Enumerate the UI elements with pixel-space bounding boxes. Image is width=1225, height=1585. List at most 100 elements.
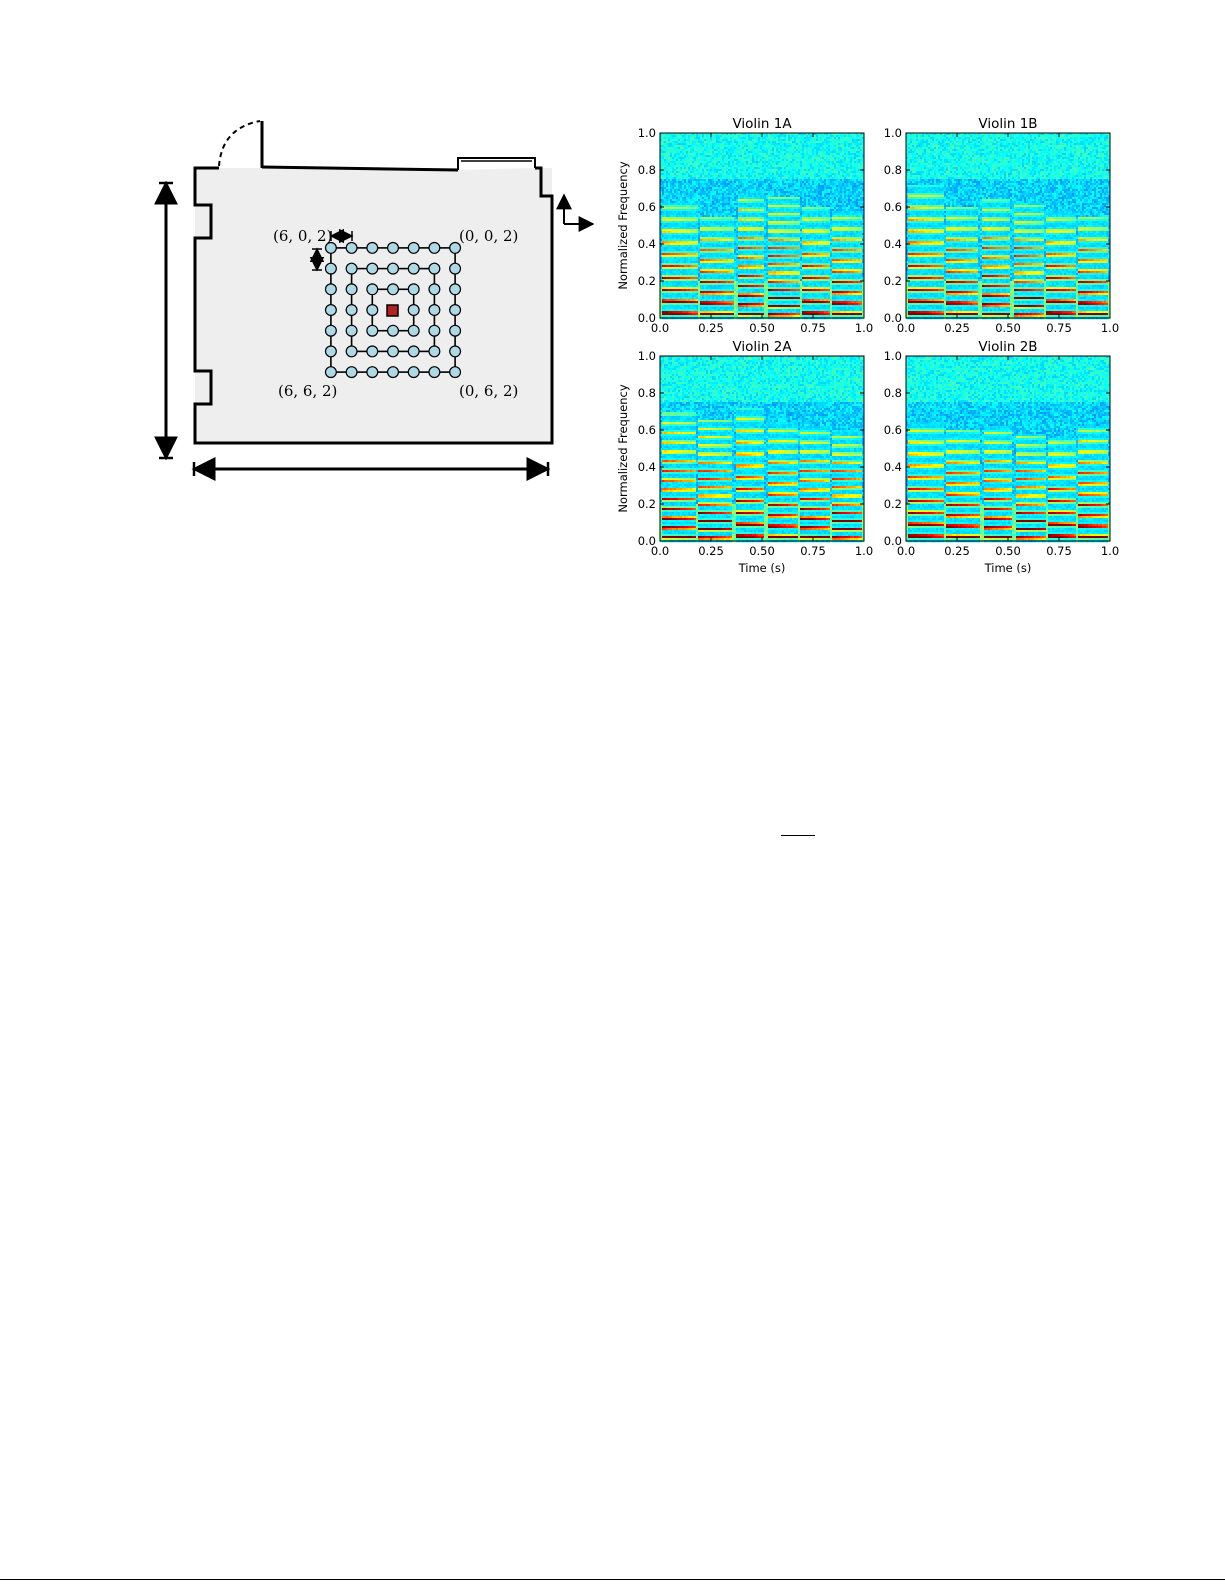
spectrogram-cell [754, 241, 756, 243]
spectrogram-cell [706, 277, 708, 279]
spectrogram-cell [722, 145, 724, 147]
spectrogram-cell [718, 167, 720, 169]
spectrogram-cell [662, 313, 664, 315]
spectrogram-cell [700, 171, 702, 173]
spectrogram-cell [698, 209, 700, 211]
spectrogram-cell [712, 211, 714, 213]
spectrogram-cell [722, 151, 724, 153]
spectrogram-cell [670, 147, 672, 149]
spectrogram-cell [684, 183, 686, 185]
spectrogram-cell [674, 169, 676, 171]
spectrogram-cell [734, 165, 736, 167]
spectrogram-cell [698, 233, 700, 235]
spectrogram-cell [684, 291, 686, 293]
spectrogram-cell [694, 271, 696, 273]
spectrogram-cell [722, 211, 724, 213]
spectrogram-cell [754, 301, 756, 303]
spectrogram-cell [666, 237, 668, 239]
spectrogram-cell [758, 171, 760, 173]
spectrogram-cell [684, 273, 686, 275]
spectrogram-cell [680, 273, 682, 275]
spectrogram-cell [730, 157, 732, 159]
spectrogram-cell [670, 187, 672, 189]
spectrogram-cell [728, 253, 730, 255]
spectrogram-cell [712, 283, 714, 285]
spectrogram-cell [732, 195, 734, 197]
spectrogram-cell [690, 183, 692, 185]
spectrogram-cell [716, 225, 718, 227]
spectrogram-cell [754, 171, 756, 173]
spectrogram-cell [740, 255, 742, 257]
spectrogram-cell [736, 253, 738, 255]
spectrogram-cell [700, 235, 702, 237]
spectrogram-cell [662, 199, 664, 201]
spectrogram-cell [662, 153, 664, 155]
spectrogram-cell [754, 297, 756, 299]
spectrogram-cell [758, 231, 760, 233]
spectrogram-cell [676, 149, 678, 151]
spectrogram-cell [714, 247, 716, 249]
spectrogram-cell [664, 281, 666, 283]
spectrogram-cell [670, 221, 672, 223]
spectrogram-cell [684, 165, 686, 167]
spectrogram-cell [708, 175, 710, 177]
spectrogram-cell [728, 301, 730, 303]
spectrogram-cell [714, 245, 716, 247]
spectrogram-cell [720, 275, 722, 277]
spectrogram-cell [706, 251, 708, 253]
microphone-marker [326, 284, 337, 295]
spectrogram-cell [744, 301, 746, 303]
spectrogram-cell [670, 313, 672, 315]
spectrogram-cell [668, 257, 670, 259]
spectrogram-cell [676, 217, 678, 219]
spectrogram-cell [670, 277, 672, 279]
spectrogram-cell [716, 167, 718, 169]
spectrogram-cell [668, 147, 670, 149]
spectrogram-cell [716, 207, 718, 209]
spectrogram-cell [700, 313, 702, 315]
spectrogram-cell [760, 177, 762, 179]
spectrogram-cell [712, 149, 714, 151]
spectrogram-cell [706, 259, 708, 261]
spectrogram-cell [746, 141, 748, 143]
spectrogram-cell [718, 283, 720, 285]
spectrogram-cell [736, 181, 738, 183]
spectrogram-cell [674, 259, 676, 261]
spectrogram-cell [702, 283, 704, 285]
spectrogram-cell [700, 177, 702, 179]
spectrogram-cell [708, 309, 710, 311]
spectrogram-cell [690, 301, 692, 303]
spectrogram-cell [704, 235, 706, 237]
spectrogram-cell [664, 307, 666, 309]
spectrogram-cell [718, 299, 720, 301]
spectrogram-cell [752, 233, 754, 235]
spectrogram-cell [666, 183, 668, 185]
spectrogram-cell [728, 233, 730, 235]
spectrogram-cell [662, 203, 664, 205]
microphone-marker [450, 325, 461, 336]
spectrogram-cell [700, 159, 702, 161]
spectrogram-cell [744, 275, 746, 277]
spectrogram-cell [686, 203, 688, 205]
spectrogram-cell [678, 167, 680, 169]
spectrogram-cell [722, 225, 724, 227]
spectrogram-cell [730, 189, 732, 191]
spectrogram-cell [678, 243, 680, 245]
spectrogram-cell [736, 161, 738, 163]
spectrogram-cell [680, 203, 682, 205]
spectrogram-cell [708, 173, 710, 175]
spectrogram-cell [696, 139, 698, 141]
spectrogram-cell [680, 185, 682, 187]
spectrogram-cell [722, 267, 724, 269]
spectrogram-cell [698, 277, 700, 279]
spectrogram-cell [762, 247, 764, 249]
spectrogram-cell [690, 179, 692, 181]
spectrogram-cell [670, 157, 672, 159]
spectrogram-cell [746, 233, 748, 235]
spectrogram-cell [698, 271, 700, 273]
spectrogram-cell [714, 221, 716, 223]
spectrogram-cell [708, 205, 710, 207]
spectrogram-cell [670, 251, 672, 253]
spectrogram-cell [692, 233, 694, 235]
spectrogram-cell [726, 165, 728, 167]
